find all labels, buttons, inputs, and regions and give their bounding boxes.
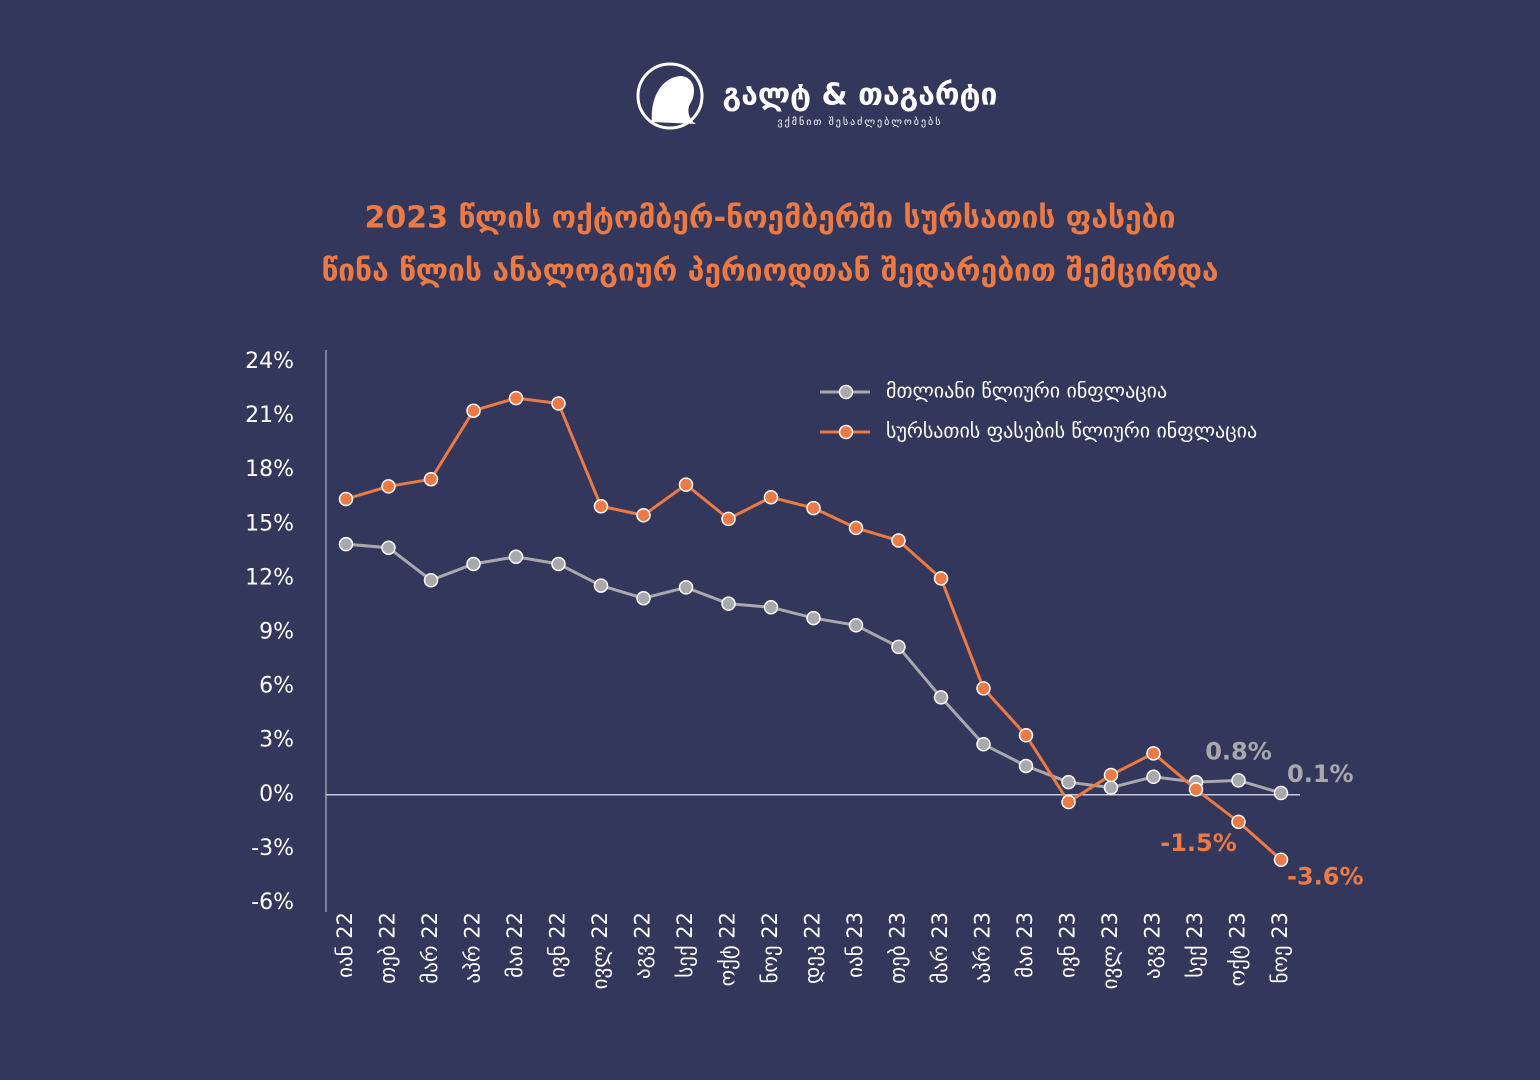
x-tick-label: ივლ 23: [1098, 912, 1122, 989]
data-point: [593, 578, 609, 593]
data-point: [338, 491, 354, 507]
data-label: -1.5%: [1160, 829, 1237, 857]
logo-text: გალტ & თაგარტი: [723, 78, 998, 113]
x-tick-label: სექ 22: [673, 912, 697, 978]
x-tick-label: მაი 23: [1013, 912, 1037, 978]
data-point: [381, 479, 396, 494]
data-point: [933, 690, 949, 705]
x-tick-label: აპრ 23: [971, 912, 995, 983]
data-point: [551, 556, 566, 572]
x-tick-label: აპრ 22: [461, 912, 485, 983]
y-tick-label: -3%: [251, 836, 294, 861]
x-tick-label: ნოე 23: [1268, 912, 1292, 984]
data-label: 0.8%: [1205, 737, 1272, 765]
y-tick-label: 0%: [259, 782, 294, 807]
data-point: [1018, 758, 1034, 774]
data-label: 0.1%: [1287, 760, 1354, 788]
legend-label: მთლიანი წლიური ინფლაცია: [886, 379, 1167, 403]
chart-title: 2023 წლის ოქტომბერ-ნოემბერში სურსათის ფა…: [365, 201, 1176, 236]
x-tick-label: ოქტ 23: [1226, 912, 1250, 986]
data-point: [636, 508, 651, 523]
y-tick-label: 12%: [245, 565, 294, 590]
logo-tagline: ვქმნით შესაძლებლობებს: [778, 116, 943, 128]
data-point: [508, 390, 524, 406]
data-point: [423, 572, 439, 588]
data-point: [1273, 852, 1289, 867]
data-point: [933, 571, 949, 586]
data-point: [551, 396, 566, 411]
y-tick-label: -6%: [251, 890, 294, 915]
data-point: [508, 549, 524, 565]
x-tick-label: ივლ 22: [588, 912, 612, 989]
y-tick-label: 18%: [245, 457, 294, 482]
x-tick-label: ივნ 23: [1056, 912, 1080, 978]
y-tick-label: 21%: [245, 403, 294, 428]
data-point: [1061, 774, 1076, 790]
data-point: [976, 737, 991, 752]
chart-title: წინა წლის ანალოგიურ პერიოდთან შედარებით …: [322, 254, 1219, 289]
data-point: [891, 639, 906, 655]
logo-icon: [636, 62, 704, 130]
data-point: [1231, 773, 1246, 788]
data-point: [381, 540, 396, 555]
legend-marker: [838, 424, 854, 440]
data-point: [976, 681, 991, 696]
data-point: [891, 533, 906, 548]
data-point: [1273, 785, 1289, 801]
x-tick-label: ივნ 22: [546, 912, 570, 978]
data-point: [636, 590, 651, 606]
data-point: [1146, 746, 1161, 761]
x-tick-label: სექ 23: [1183, 912, 1207, 978]
x-tick-label: იან 23: [843, 912, 867, 978]
data-point: [1061, 794, 1076, 810]
data-point: [848, 618, 864, 633]
data-point: [848, 520, 864, 536]
data-point: [1146, 769, 1161, 785]
data-point: [1188, 782, 1204, 797]
x-tick-label: მაი 22: [503, 912, 527, 978]
data-point: [763, 600, 779, 615]
data-point: [678, 580, 694, 595]
data-point: [1231, 814, 1246, 830]
x-tick-label: ნოე 22: [758, 912, 782, 984]
x-tick-label: ოქტ 22: [716, 912, 740, 986]
x-tick-label: თებ 22: [376, 912, 400, 984]
data-point: [1018, 728, 1034, 743]
data-point: [763, 490, 779, 505]
y-tick-label: 9%: [259, 620, 294, 645]
data-point: [721, 596, 736, 611]
x-tick-label: მარ 23: [928, 912, 952, 984]
y-tick-label: 24%: [245, 349, 294, 374]
legend-label: სურსათის ფასების წლიური ინფლაცია: [886, 419, 1257, 443]
x-tick-label: მარ 22: [418, 912, 442, 984]
data-point: [721, 511, 736, 527]
data-point: [678, 477, 694, 492]
legend-marker: [838, 384, 854, 400]
x-tick-label: აგვ 22: [631, 912, 655, 979]
y-tick-label: 15%: [245, 511, 294, 536]
y-tick-label: 6%: [259, 674, 294, 699]
data-point: [1103, 780, 1119, 795]
data-point: [806, 610, 821, 626]
data-point: [423, 471, 439, 487]
y-tick-label: 3%: [259, 728, 294, 753]
data-point: [466, 403, 481, 418]
data-point: [1103, 767, 1119, 783]
data-point: [338, 536, 354, 552]
x-tick-label: დეკ 22: [801, 912, 825, 984]
x-tick-label: აგვ 23: [1141, 912, 1165, 979]
x-tick-label: იან 22: [333, 912, 357, 978]
data-point: [806, 500, 821, 516]
data-point: [466, 556, 481, 572]
x-tick-label: თებ 23: [886, 912, 910, 984]
data-label: -3.6%: [1287, 863, 1364, 891]
data-point: [593, 499, 609, 514]
